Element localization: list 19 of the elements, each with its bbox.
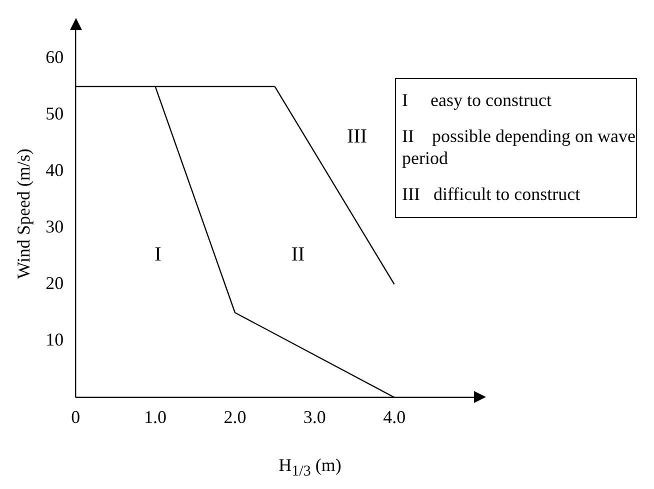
annotation: III xyxy=(347,126,367,148)
x-tick-label: 1.0 xyxy=(144,406,167,427)
y-tick-label: 30 xyxy=(46,216,64,237)
annotation: II possible depending on wave period xyxy=(402,125,636,169)
annotation: III difficult to construct xyxy=(402,183,582,205)
y-tick-label: 60 xyxy=(46,46,64,67)
y-tick-label: 50 xyxy=(46,104,64,124)
x-tick-label: 2.0 xyxy=(224,406,246,427)
annotation: II xyxy=(291,244,305,266)
x-tick-label: 3.0 xyxy=(303,406,326,427)
annotation: I easy to construct xyxy=(402,89,552,111)
y-tick-label: 20 xyxy=(46,273,64,294)
x-tick-label: 0 xyxy=(71,406,80,427)
y-axis-title: Wind Speed (m/s) xyxy=(14,148,34,279)
x-axis-title: H$_{1/3}$ (m) xyxy=(278,455,342,481)
y-tick-label: 10 xyxy=(46,330,64,350)
x-tick-label: 4.0 xyxy=(383,406,406,427)
y-tick-label: 40 xyxy=(46,160,64,180)
annotation: I xyxy=(154,244,162,266)
